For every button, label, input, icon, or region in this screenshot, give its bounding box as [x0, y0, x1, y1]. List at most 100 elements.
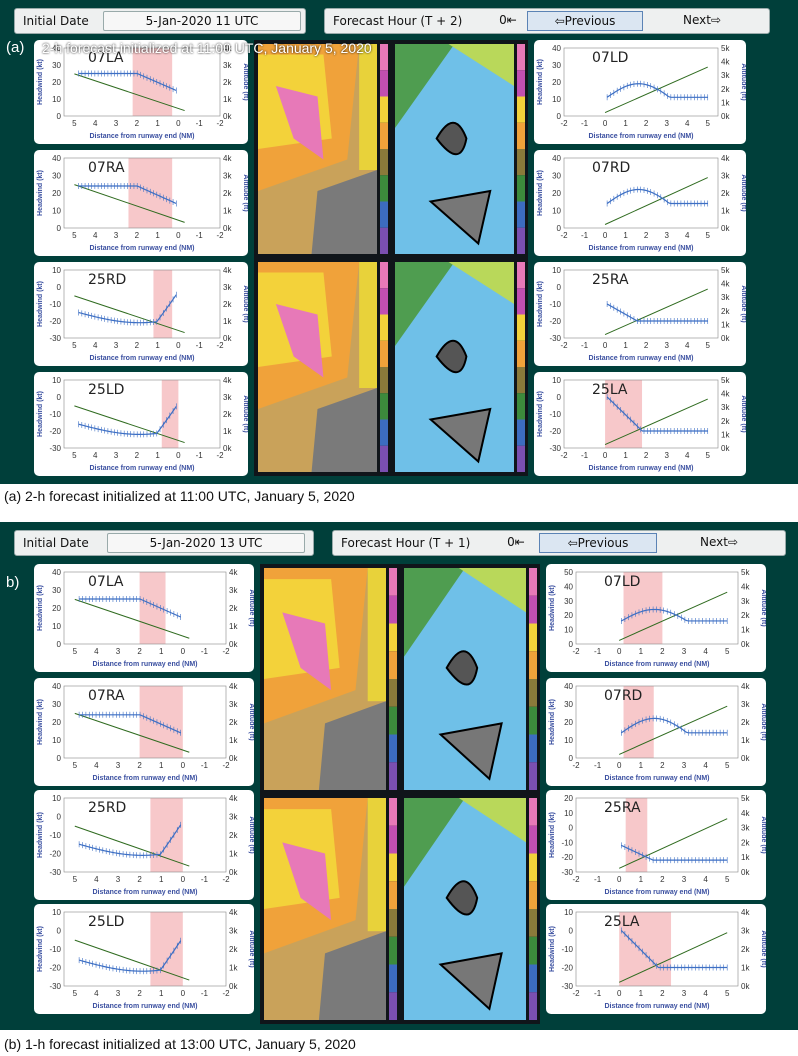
altitude-tick-label: 1k — [741, 853, 750, 862]
glide-path-line — [618, 818, 728, 869]
altitude-tick-label: 3k — [223, 393, 232, 402]
x-tick-label: 4 — [93, 119, 98, 128]
y-tick-label: -20 — [549, 317, 561, 326]
x-tick-label: 4 — [93, 451, 98, 460]
previous-button[interactable]: ⇦Previous — [527, 11, 643, 31]
y-tick-label: 10 — [564, 908, 573, 917]
altitude-tick-label: 4k — [741, 908, 750, 917]
plot-frame — [575, 797, 739, 873]
next-button[interactable]: Next⇨ — [699, 535, 738, 549]
colorbar-segment — [389, 881, 397, 909]
colorbar-segment — [380, 122, 388, 149]
map-region — [318, 701, 386, 790]
y-axis-label: Headwind (kt) — [537, 281, 544, 327]
map-region — [435, 121, 468, 156]
y-tick-label: 40 — [52, 154, 61, 163]
altitude-tick-label: 3k — [721, 172, 730, 181]
shear-map — [404, 568, 537, 790]
x-tick-label: 0 — [176, 231, 181, 240]
runway-chart-25ld: 10 0 -10 -20 -30 4k 3k 2k 1k 0k 5 4 3 2 1 0 -1 -2 Distance… — [34, 904, 254, 1014]
map-region — [438, 952, 503, 1011]
y-tick-label: 30 — [552, 172, 561, 181]
colorbar-segment — [529, 706, 537, 735]
altitude-tick-label: 1k — [721, 207, 730, 216]
initial-date-field[interactable]: 5-Jan-2020 13 UTC — [107, 533, 305, 553]
altitude-axis-label: Altitude (ft) — [248, 703, 254, 740]
x-axis-label: Distance from runway end (NM) — [604, 775, 709, 782]
x-axis-label: Distance from runway end (NM) — [588, 245, 693, 252]
y-axis-label: Headwind (kt) — [549, 585, 556, 631]
forecast-hour-box: Forecast Hour (T + 2) 0⇤ ⇦Previous Next⇨ — [324, 8, 770, 34]
altitude-tick-label: 3k — [223, 172, 232, 181]
runway-label: 25RA — [604, 800, 641, 816]
y-tick-label: 30 — [552, 61, 561, 70]
plot-frame — [63, 379, 221, 449]
colorbar-segment — [529, 623, 537, 652]
first-hour-button[interactable]: 0⇤ — [507, 535, 525, 549]
colorbar-segment — [517, 44, 525, 71]
shear-map — [395, 44, 525, 254]
x-tick-label: 1 — [155, 341, 160, 350]
y-tick-label: 20 — [564, 718, 573, 727]
chart-svg: 40 30 20 10 0 4k 3k 2k 1k 0k -2 -1 0 1 2 3 4 5 Distance fr… — [537, 154, 746, 252]
y-tick-label: -30 — [549, 334, 561, 343]
x-tick-label: 0 — [617, 761, 622, 770]
altitude-tick-label: 0k — [721, 112, 730, 121]
map-region — [282, 612, 332, 691]
glide-path-line — [74, 184, 185, 223]
glide-path-line — [604, 66, 708, 114]
map-region — [428, 189, 492, 246]
y-tick-label: 10 — [52, 736, 61, 745]
colorbar-segment — [380, 175, 388, 202]
x-tick-label: 2 — [137, 989, 142, 998]
plot-frame — [63, 911, 227, 987]
colorbar-segment — [517, 314, 525, 341]
y-tick-label: -10 — [49, 410, 61, 419]
next-button[interactable]: Next⇨ — [682, 13, 721, 27]
x-tick-label: 3 — [116, 761, 121, 770]
headwind-map — [264, 798, 397, 1020]
first-hour-button[interactable]: 0⇤ — [499, 13, 517, 27]
initial-date-field[interactable]: 5-Jan-2020 11 UTC — [103, 11, 301, 31]
altitude-tick-label: 0k — [223, 334, 232, 343]
runway-label: 07RA — [88, 688, 125, 704]
altitude-axis-label: Altitude (ft) — [248, 816, 254, 853]
y-tick-label: 40 — [564, 582, 573, 591]
altitude-tick-label: 2k — [223, 410, 232, 419]
glide-path-line — [74, 939, 190, 981]
x-tick-label: 2 — [644, 119, 649, 128]
plot-frame — [575, 911, 739, 987]
forecast-hour-box: Forecast Hour (T + 1) 0⇤ ⇦Previous Next⇨ — [332, 530, 786, 556]
plot-frame — [63, 797, 227, 873]
x-tick-label: -2 — [216, 341, 224, 350]
altitude-tick-label: 3k — [229, 586, 238, 595]
colorbar-segment — [529, 853, 537, 882]
runway-label: 07LD — [592, 50, 629, 66]
altitude-tick-label: 3k — [741, 824, 750, 833]
altitude-tick-label: 0k — [229, 982, 238, 991]
chart-svg: 40 30 20 10 0 5k 4k 3k 2k 1k 0k -2 -1 0 1 2 3 4 5 Distance … — [537, 44, 746, 140]
y-tick-label: 50 — [564, 568, 573, 577]
y-tick-label: 40 — [564, 682, 573, 691]
previous-button[interactable]: ⇦Previous — [539, 533, 657, 553]
x-axis-label: Distance from runway end (NM) — [588, 133, 693, 140]
initial-date-box: Initial Date 5-Jan-2020 11 UTC — [14, 8, 306, 34]
y-tick-label: 10 — [552, 376, 561, 385]
y-axis-label: Headwind (kt) — [37, 926, 44, 972]
map-region — [359, 44, 377, 170]
panel-tag: (a) — [6, 39, 25, 56]
x-tick-label: 5 — [725, 647, 730, 656]
y-tick-label: 30 — [564, 700, 573, 709]
altitude-axis-label: Altitude (ft) — [740, 63, 746, 100]
runway-label: 07RD — [592, 160, 631, 176]
altitude-tick-label: 4k — [741, 682, 750, 691]
altitude-axis-label: Altitude (ft) — [760, 816, 766, 853]
altitude-tick-label: 1k — [741, 736, 750, 745]
x-tick-label: -1 — [196, 341, 204, 350]
headwind-map — [258, 44, 388, 254]
x-tick-label: 1 — [639, 761, 644, 770]
